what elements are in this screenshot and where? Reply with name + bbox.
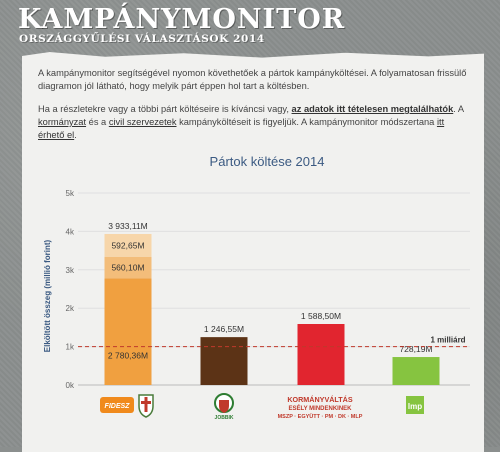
bar-segment[interactable] [104,233,152,257]
bar-total-label: 1 588,50M [301,311,341,321]
intro-paragraph-2: Ha a részletekre vagy a többi párt költé… [38,103,470,142]
bar-total-label: 1 246,55M [204,324,244,334]
bar-segment[interactable] [104,256,152,279]
y-tick-label: 5k [66,189,75,198]
bar-segment[interactable] [200,337,248,385]
bar-total-label: 3 933,11M [108,221,148,231]
logo-label: lmp [408,402,422,411]
y-tick-label: 4k [66,227,75,236]
government-link[interactable]: kormányzat [38,117,87,127]
logo-label: ESÉLY MINDENKINEK [288,404,352,412]
intro-text-d: kampányköltéseit is figyeljük. A kampány… [176,117,437,127]
logo-label: MSZP · EGYÜTT · PM · DK · MLP [278,413,363,420]
bar-total-label: 728,19M [399,344,432,354]
intro-text: A kampánymonitor segítségével nyomon köv… [38,67,470,152]
y-tick-label: 2k [66,304,75,313]
bar-segment[interactable] [392,357,440,385]
intro-text-e: . [74,130,77,140]
page-title: KAMPÁNYMONITOR [18,4,346,35]
jobbik-logo: JOBBIK [214,393,234,421]
segment-value-label: 592,65M [111,240,144,250]
intro-text-b: . A [453,104,464,114]
intro-text-a: Ha a részletekre vagy a többi párt költé… [38,104,292,114]
bar-segment[interactable] [297,324,345,385]
y-tick-label: 3k [66,266,75,275]
chart-title: Pártok költése 2014 [210,154,325,169]
segment-value-label: 2 780,36M [108,350,148,360]
data-details-link[interactable]: az adatok itt tételesen megtalálhatók [291,104,454,114]
reference-line-label: 1 milliárd [430,336,465,345]
y-tick-label: 1k [66,343,75,352]
intro-paragraph-1: A kampánymonitor segítségével nyomon köv… [38,68,467,91]
logo-label: JOBBIK [215,415,234,421]
logo-label: KORMÁNYVÁLTÁS [287,395,353,404]
civil-organizations-link[interactable]: civil szervezetek [108,117,177,127]
page-subtitle: ORSZÁGGYŰLÉSI VÁLASZTÁSOK 2014 [19,33,265,45]
segment-value-label: 560,10M [111,262,144,272]
y-axis-label: Elköltött összeg (millió forint) [43,239,52,352]
intro-text-c: és a [86,117,109,127]
fidesz-kdnp-logo: FIDESZ [100,394,154,418]
bar-segment[interactable] [104,278,152,385]
lmp-logo: lmp [406,396,424,414]
logo-label: FIDESZ [105,403,131,410]
y-tick-label: 0k [66,381,75,390]
methodology-link[interactable]: itt érhető el [38,117,445,140]
